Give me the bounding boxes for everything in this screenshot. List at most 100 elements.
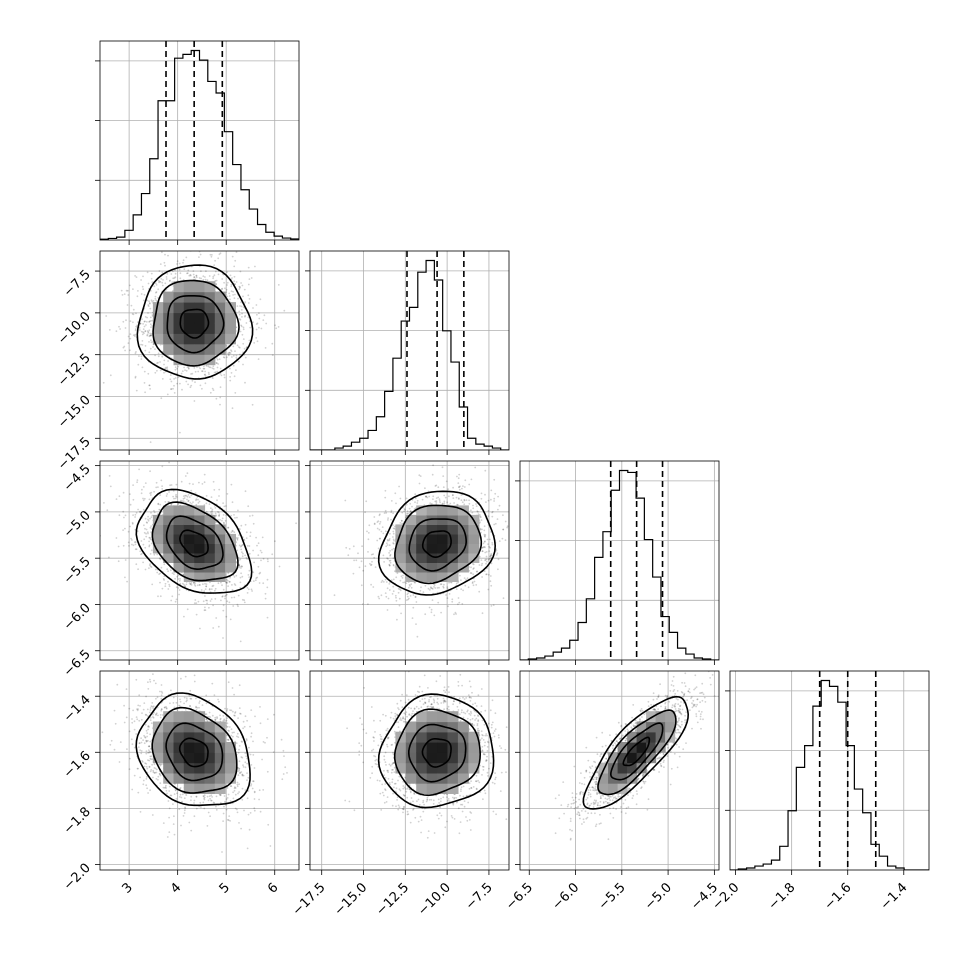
- scatter-point: [194, 599, 197, 601]
- scatter-point: [433, 586, 435, 588]
- scatter-point: [156, 553, 159, 556]
- scatter-point: [481, 734, 483, 736]
- scatter-point: [430, 703, 433, 706]
- scatter-point: [185, 380, 188, 383]
- scatter-point: [397, 808, 400, 811]
- density-cell: [173, 343, 185, 355]
- scatter-point: [485, 760, 487, 762]
- scatter-point: [240, 282, 243, 284]
- scatter-point: [195, 807, 198, 810]
- scatter-point: [181, 500, 184, 502]
- scatter-point: [406, 512, 408, 515]
- scatter-point: [486, 771, 489, 774]
- scatter-point: [371, 749, 373, 752]
- scatter-point: [475, 774, 478, 777]
- scatter-point: [481, 745, 484, 748]
- scatter-point: [241, 544, 244, 546]
- scatter-point: [484, 741, 486, 744]
- scatter-point: [402, 581, 404, 584]
- scatter-point: [267, 823, 270, 826]
- scatter-point: [165, 707, 168, 709]
- scatter-point: [384, 761, 387, 763]
- scatter-point: [444, 691, 447, 694]
- scatter-point: [481, 576, 483, 578]
- panel-3-1: −17.5 −15.0 −12.5 −10.0 −7.5: [290, 670, 510, 919]
- scatter-point: [413, 708, 416, 710]
- density-cell: [194, 524, 206, 535]
- density-cell: [214, 524, 226, 535]
- scatter-point: [154, 767, 157, 770]
- scatter-point: [231, 501, 234, 504]
- scatter-point: [146, 767, 149, 770]
- scatter-point: [483, 789, 486, 792]
- scatter-point: [256, 322, 259, 325]
- scatter-point: [211, 585, 214, 588]
- scatter-point: [181, 793, 184, 796]
- scatter-point: [403, 712, 406, 715]
- scatter-point: [135, 716, 138, 718]
- scatter-point: [158, 280, 161, 283]
- scatter-point: [358, 754, 361, 756]
- scatter-point: [205, 585, 208, 588]
- scatter-point: [388, 782, 391, 784]
- scatter-point: [427, 705, 429, 708]
- scatter-point: [126, 748, 128, 750]
- scatter-point: [473, 580, 476, 583]
- scatter-point: [198, 700, 201, 703]
- scatter-point: [163, 359, 166, 362]
- scatter-point: [517, 513, 519, 515]
- scatter-point: [480, 559, 483, 561]
- scatter-point: [228, 353, 230, 356]
- scatter-point: [248, 298, 251, 300]
- scatter-point: [506, 526, 509, 529]
- scatter-point: [602, 802, 605, 804]
- scatter-point: [362, 761, 365, 764]
- density-cell: [437, 731, 449, 743]
- scatter-point: [282, 749, 285, 752]
- scatter-point: [442, 585, 445, 588]
- scatter-point: [217, 273, 220, 276]
- density-cell: [405, 514, 417, 525]
- scatter-point: [253, 798, 256, 800]
- scatter-point: [400, 719, 403, 722]
- scatter-point: [169, 484, 172, 487]
- scatter-point: [165, 789, 168, 792]
- scatter-point: [400, 519, 403, 522]
- scatter-point: [387, 736, 389, 739]
- scatter-point: [160, 397, 163, 400]
- scatter-point: [140, 510, 143, 513]
- scatter-point: [224, 707, 226, 710]
- scatter-point: [256, 544, 258, 547]
- scatter-point: [388, 564, 391, 567]
- scatter-point: [236, 305, 239, 307]
- density-cell: [405, 721, 417, 733]
- scatter-point: [377, 547, 380, 550]
- scatter-point: [401, 807, 404, 810]
- scatter-point: [219, 519, 222, 521]
- scatter-point: [496, 518, 499, 520]
- scatter-point: [434, 694, 437, 697]
- scatter-point: [175, 598, 178, 601]
- scatter-point: [446, 501, 449, 504]
- scatter-point: [204, 276, 206, 278]
- scatter-point: [146, 333, 149, 336]
- density-cell: [163, 505, 175, 516]
- scatter-point: [149, 716, 152, 719]
- scatter-point: [185, 369, 188, 372]
- scatter-point: [185, 583, 188, 586]
- scatter-point: [247, 316, 250, 319]
- scatter-point: [246, 847, 249, 850]
- scatter-point: [187, 367, 190, 370]
- scatter-point: [250, 588, 253, 591]
- y-tick-label: −5.0: [61, 508, 94, 541]
- scatter-point: [248, 828, 251, 831]
- scatter-point: [150, 531, 153, 534]
- scatter-point: [487, 515, 490, 518]
- scatter-point: [237, 360, 240, 363]
- density-cell: [447, 562, 459, 573]
- scatter-point: [231, 255, 234, 258]
- density-cell: [426, 711, 438, 723]
- scatter-point: [370, 583, 372, 586]
- axes-frame: [309, 250, 510, 451]
- scatter-point: [582, 807, 585, 810]
